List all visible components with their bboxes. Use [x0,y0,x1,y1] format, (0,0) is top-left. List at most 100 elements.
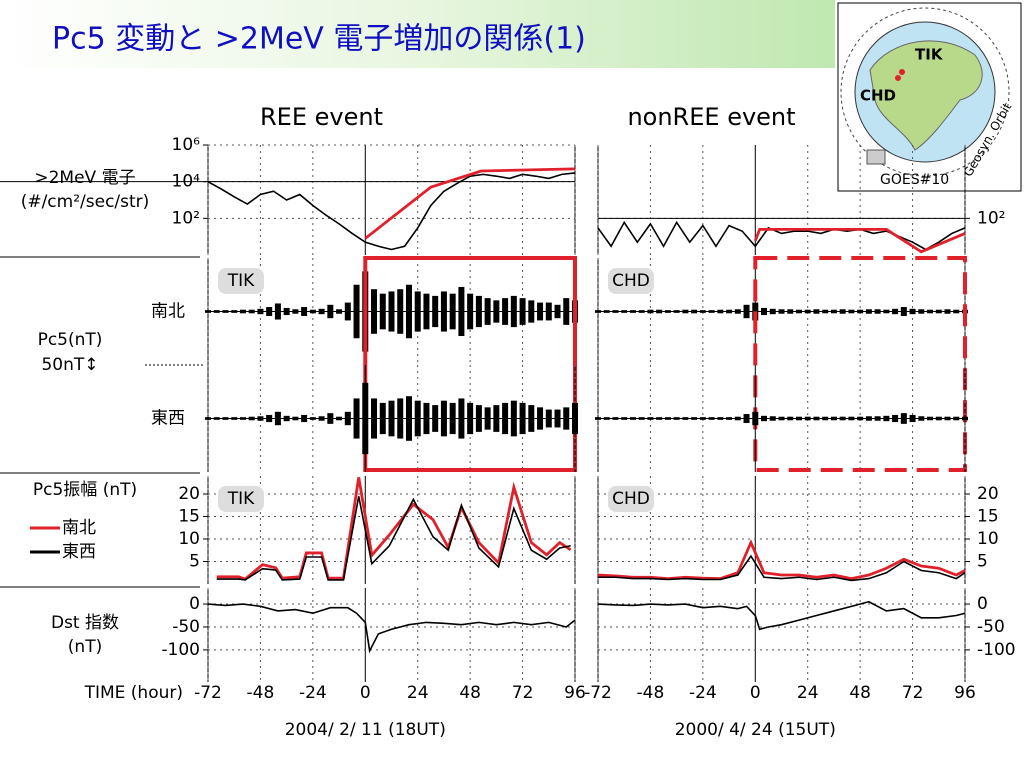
waveform-burst [563,407,570,430]
waveform-burst [778,416,785,421]
pc5-label: Pc5(nT) [38,330,103,350]
waveform-burst [423,402,430,435]
waveform-burst [909,414,916,423]
waveform-burst [830,416,837,421]
y-tick-label: 10⁶ [172,135,201,155]
waveform-burst [257,416,264,421]
series-line [597,220,966,251]
waveform-burst [830,309,837,314]
waveform-burst [595,310,601,313]
waveform-burst [752,411,759,426]
waveform-burst [682,309,689,314]
series-line [216,477,572,581]
waveform-burst [621,310,628,313]
waveform-burst [927,416,934,421]
waveform-burst [761,307,768,316]
y-tick-label: 0 [189,594,200,614]
waveform-burst [493,300,500,323]
station-label: TIK [915,46,944,64]
waveform-burst [248,309,255,314]
waveform-burst [379,402,386,435]
station-badge [218,268,264,294]
waveform-burst [804,416,811,421]
waveform-burst [440,400,447,437]
waveform-burst [761,415,768,422]
waveform-burst [257,308,264,315]
y-label: (nT) [68,637,102,657]
waveform-burst [554,304,561,319]
waveform-burst [266,307,273,316]
y-label: Dst 指数 [51,613,119,633]
x-tick-label: -48 [247,683,275,703]
waveform-burst [205,417,211,420]
waveform-burst [787,309,794,314]
x-tick-label: 48 [849,683,871,703]
waveform-burst [554,409,561,428]
waveform-burst [388,400,395,437]
waveform-burst [909,308,916,315]
series-line [598,554,966,582]
waveform-burst [292,309,299,314]
waveform-burst [900,413,907,424]
station-badge [608,486,654,512]
x-tick-label: 96 [954,683,976,703]
y-tick-label: -100 [161,640,200,660]
y-tick-label: 5 [189,552,200,572]
waveform-burst [353,284,360,339]
waveform-burst [493,405,500,432]
waveform-burst [475,295,482,328]
waveform-burst [874,309,881,314]
x-tick-label: 72 [902,683,924,703]
waveform-burst [231,310,238,313]
y-label: 東西 [151,409,185,429]
waveform-burst [726,417,733,420]
y-tick-label: 5 [977,552,988,572]
y-tick-label: 10² [172,208,200,228]
waveform-burst [883,415,890,422]
y-tick-label: -100 [977,640,1016,660]
y-tick-label: 0 [977,594,988,614]
waveform-burst [673,417,680,420]
waveform-burst [691,309,698,314]
waveform-burst [918,309,925,314]
waveform-burst [519,298,526,325]
station-badge [218,486,264,512]
waveform-burst [822,416,829,421]
waveform-burst [537,407,544,430]
x-axis-title: TIME (hour) [84,683,183,703]
date-label: 2000/ 4/ 24 (15UT) [675,720,836,740]
waveform-burst [213,310,220,313]
waveform-burst [248,416,255,421]
waveform-burst [510,400,517,437]
waveform-burst [717,417,724,420]
waveform-burst [857,416,864,421]
waveform-burst [432,405,439,432]
waveform-burst [795,416,802,421]
waveform-burst [935,309,942,314]
waveform-burst [309,309,316,314]
waveform-burst [467,402,474,435]
waveform-burst [397,289,404,334]
waveform-burst [726,309,733,314]
series-line [216,496,571,581]
waveform-burst [458,286,465,337]
waveform-burst [484,407,491,430]
waveform-burst [502,402,509,435]
waveform-burst [944,309,951,314]
waveform-burst [699,417,706,420]
station-label: TIK [227,271,255,291]
legend-label: 東西 [62,542,96,562]
x-tick-label: -24 [689,683,717,703]
y-tick-label: -50 [172,617,200,637]
x-tick-label: 0 [750,683,761,703]
waveform-burst [647,417,654,420]
waveform-burst [537,302,544,321]
waveform-burst [673,310,680,313]
y-label: >2MeV 電子 [34,168,135,188]
waveform-burst [734,416,741,421]
waveform-burst [283,415,290,422]
waveform-burst [458,398,465,439]
waveform-burst [778,309,785,314]
waveform-burst [857,309,864,314]
waveform-burst [231,417,238,420]
